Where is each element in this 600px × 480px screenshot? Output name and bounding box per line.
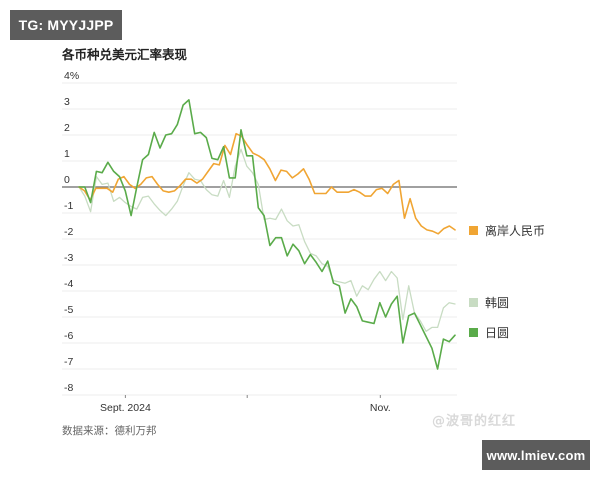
- series-line-jpy: [78, 99, 456, 370]
- y-tick-label: -4: [64, 278, 73, 290]
- y-tick-label: 0: [64, 174, 70, 186]
- tg-watermark-badge: TG: MYYJJPP: [10, 10, 122, 40]
- series-line-krw: [78, 148, 456, 332]
- legend-item-jpy: 日圆: [469, 324, 509, 341]
- series-line-cnh: [78, 132, 456, 235]
- x-axis: Sept. 2024 Nov.: [100, 395, 391, 414]
- gridlines: [62, 82, 457, 396]
- legend-item-krw: 韩圆: [469, 294, 509, 311]
- y-tick-label: 3: [64, 96, 70, 108]
- y-tick-label: -8: [64, 382, 73, 394]
- legend-swatch-jpy: [469, 328, 478, 337]
- data-source-note: 数据来源：德利万邦: [62, 425, 157, 437]
- chart-title: 各币种兑美元汇率表现: [62, 47, 188, 62]
- legend-label-krw: 韩圆: [485, 296, 510, 310]
- author-watermark: @波哥的红红: [432, 414, 517, 429]
- x-tick-label: Sept. 2024: [100, 402, 151, 414]
- legend-swatch-cnh: [469, 226, 478, 235]
- y-axis-labels: 4% 3 2 1 0 -1 -2 -3 -4 -5 -6 -7 -8: [64, 70, 79, 394]
- y-tick-label: -5: [64, 304, 73, 316]
- y-tick-label: -1: [64, 200, 73, 212]
- url-watermark-badge: www.lmiev.com: [482, 440, 590, 470]
- legend-label-cnh: 离岸人民币: [485, 224, 546, 238]
- legend-item-cnh: 离岸人民币: [469, 222, 545, 239]
- y-tick-label: -6: [64, 330, 73, 342]
- x-tick-label: Nov.: [370, 402, 391, 414]
- y-tick-label: 4%: [64, 70, 79, 82]
- legend-swatch-krw: [469, 298, 478, 307]
- y-tick-label: 2: [64, 122, 70, 134]
- legend-label-jpy: 日圆: [485, 326, 510, 340]
- y-tick-label: -2: [64, 226, 73, 238]
- y-tick-label: -7: [64, 356, 73, 368]
- y-tick-label: 1: [64, 148, 70, 160]
- series-lines: [78, 99, 456, 370]
- y-tick-label: -3: [64, 252, 73, 264]
